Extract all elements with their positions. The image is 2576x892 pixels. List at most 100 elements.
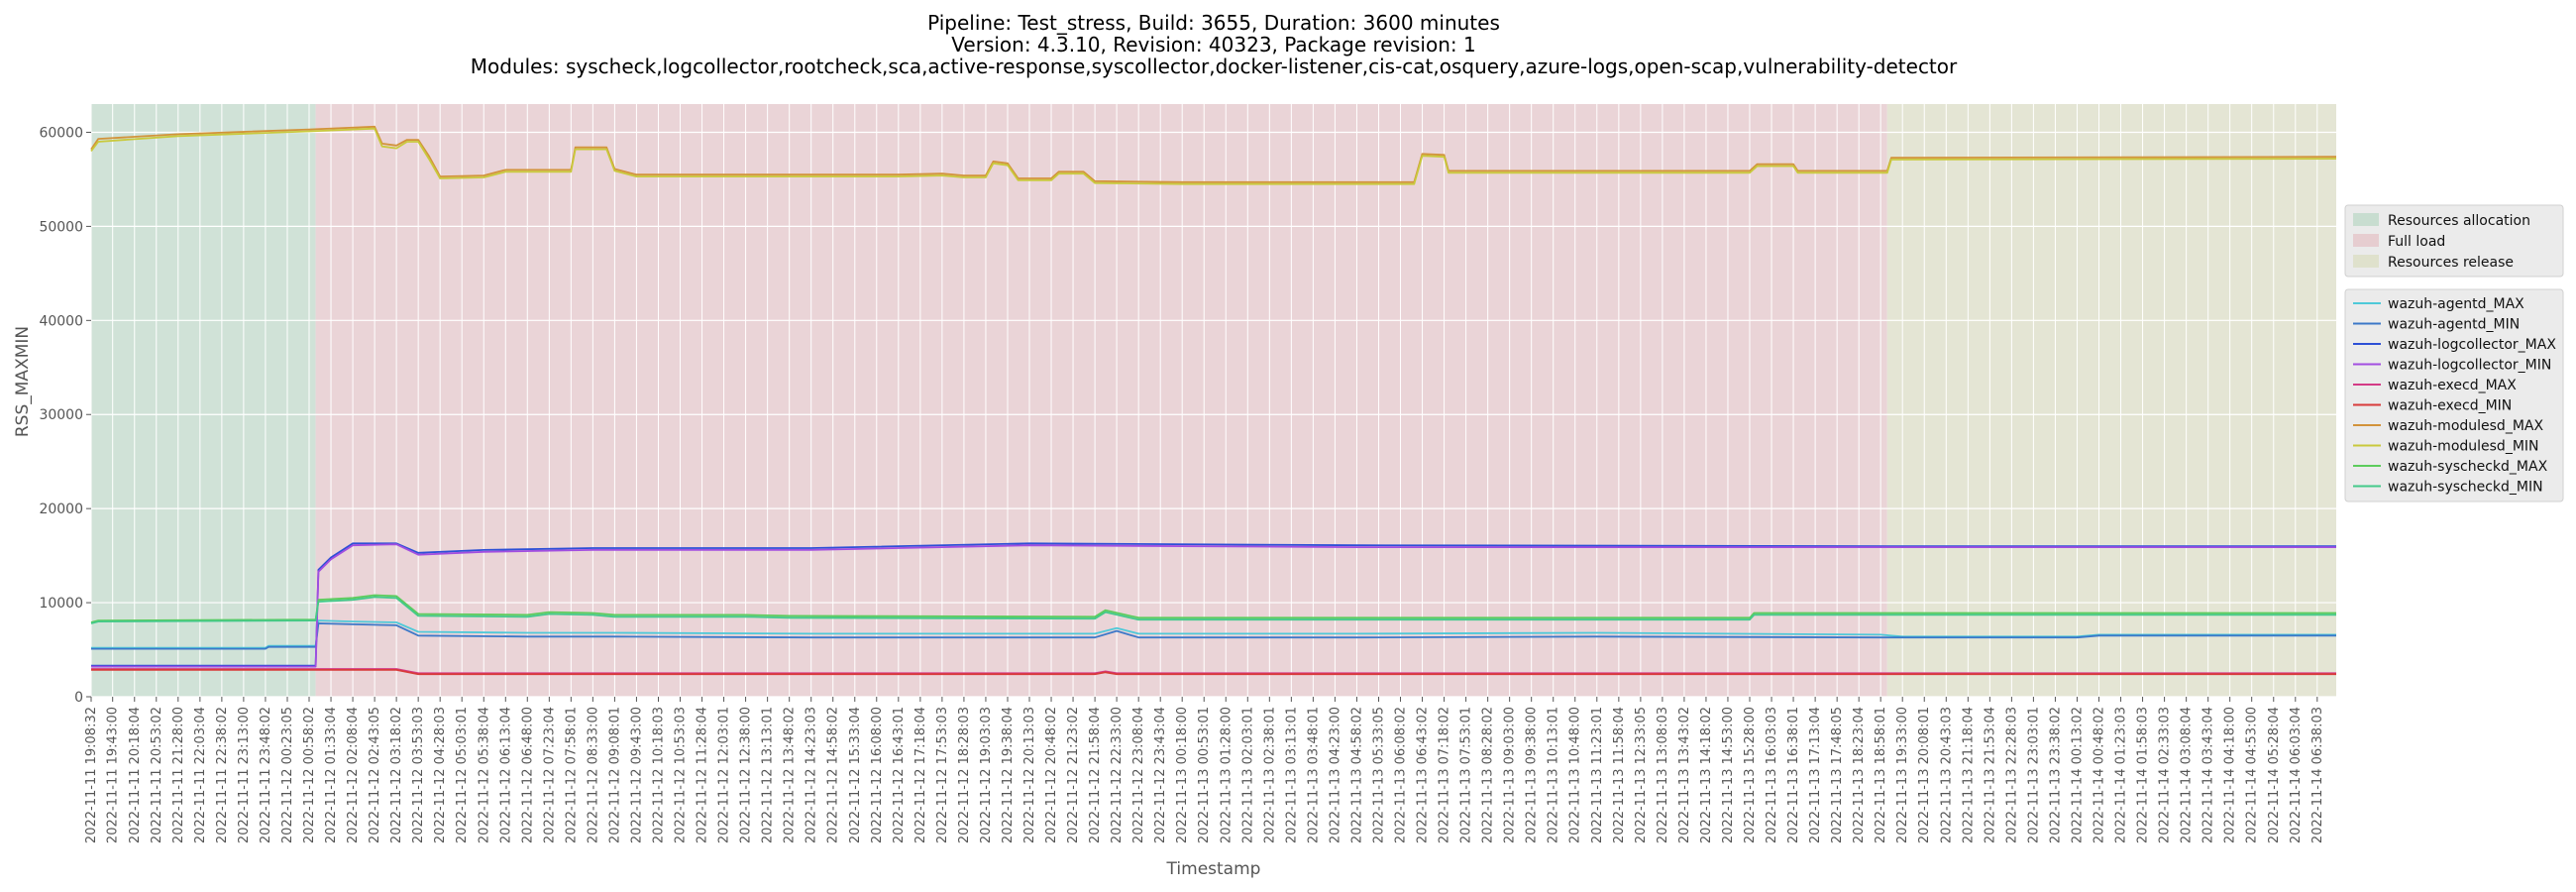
series-legend-label-5: wazuh-execd_MIN xyxy=(2388,398,2512,414)
title-line-3: Modules: syscheck,logcollector,rootcheck… xyxy=(471,55,1958,78)
series-line-7 xyxy=(90,127,2337,185)
series-line-2 xyxy=(91,542,2336,667)
x-tick-label-54: 2022-11-13 02:38:01 xyxy=(1262,707,1277,843)
x-tick-label-80: 2022-11-13 17:48:05 xyxy=(1830,707,1845,843)
series-legend-label-6: wazuh-modulesd_MAX xyxy=(2388,418,2543,434)
x-tick-label-28: 2022-11-12 11:28:04 xyxy=(696,707,710,843)
x-tick-label-70: 2022-11-13 11:58:04 xyxy=(1612,707,1627,843)
x-tick-label-49: 2022-11-12 23:43:04 xyxy=(1153,707,1168,843)
series-legend-label-9: wazuh-syscheckd_MIN xyxy=(2388,480,2543,496)
x-tick-label-33: 2022-11-12 14:23:03 xyxy=(805,707,819,843)
x-tick-label-29: 2022-11-12 12:03:01 xyxy=(717,707,732,843)
x-tick-label-68: 2022-11-13 10:48:00 xyxy=(1568,707,1583,843)
x-tick-label-27: 2022-11-12 10:53:03 xyxy=(674,707,689,843)
x-tick-label-47: 2022-11-12 22:33:00 xyxy=(1110,707,1125,843)
x-tick-label-86: 2022-11-13 21:18:04 xyxy=(1961,707,1976,843)
x-tick-label-13: 2022-11-12 02:43:05 xyxy=(368,707,382,843)
phase-legend-label-2: Resources release xyxy=(2388,255,2514,271)
x-tick-label-21: 2022-11-12 07:23:04 xyxy=(542,707,557,843)
phase-band-1 xyxy=(315,104,1887,697)
x-tick-label-67: 2022-11-13 10:13:01 xyxy=(1547,707,1561,843)
x-tick-label-39: 2022-11-12 17:53:03 xyxy=(935,707,950,843)
series-legend-label-8: wazuh-syscheckd_MAX xyxy=(2388,459,2548,475)
series-legend-label-2: wazuh-logcollector_MAX xyxy=(2388,337,2556,353)
x-tick-label-66: 2022-11-13 09:38:00 xyxy=(1525,707,1540,843)
x-tick-label-89: 2022-11-13 23:03:01 xyxy=(2026,707,2041,843)
x-tick-label-79: 2022-11-13 17:13:04 xyxy=(1808,707,1823,843)
phase-legend: Resources allocation Full load Resources r… xyxy=(2344,204,2564,278)
x-tick-label-56: 2022-11-13 03:48:01 xyxy=(1306,707,1321,843)
x-tick-label-91: 2022-11-14 00:13:02 xyxy=(2070,707,2085,843)
phase-legend-label-0: Resources allocation xyxy=(2388,213,2530,229)
x-tick-label-76: 2022-11-13 15:28:00 xyxy=(1743,707,1758,843)
chart-title: Pipeline: Test_stress, Build: 3655, Dura… xyxy=(471,11,1958,78)
x-tick-label-25: 2022-11-12 09:43:00 xyxy=(629,707,644,843)
x-tick-label-46: 2022-11-12 21:58:04 xyxy=(1088,707,1103,843)
x-tick-label-61: 2022-11-13 06:43:02 xyxy=(1416,707,1431,843)
series-line-1 xyxy=(91,622,2336,650)
y-tick-label-6: 60000 xyxy=(39,125,83,141)
x-tick-label-69: 2022-11-13 11:23:01 xyxy=(1590,707,1605,843)
x-tick-label-34: 2022-11-12 14:58:02 xyxy=(826,707,841,843)
x-tick-label-22: 2022-11-12 07:58:01 xyxy=(564,707,579,843)
x-axis-ticks: 2022-11-11 19:08:32 2022-11-11 19:43:00 20… xyxy=(84,697,2325,843)
x-tick-label-51: 2022-11-13 00:53:01 xyxy=(1197,707,1212,843)
y-tick-label-2: 20000 xyxy=(39,502,83,517)
series-line-5 xyxy=(91,669,2336,676)
x-tick-label-87: 2022-11-13 21:53:04 xyxy=(1983,707,1997,843)
x-tick-label-3: 2022-11-11 20:53:02 xyxy=(150,707,164,843)
x-tick-label-63: 2022-11-13 07:53:01 xyxy=(1459,707,1474,843)
x-tick-label-12: 2022-11-12 02:08:04 xyxy=(346,707,361,843)
x-tick-label-35: 2022-11-12 15:33:04 xyxy=(848,707,863,843)
x-tick-label-93: 2022-11-14 01:23:03 xyxy=(2114,707,2129,843)
x-tick-label-75: 2022-11-13 14:53:00 xyxy=(1721,707,1736,843)
x-tick-label-81: 2022-11-13 18:23:04 xyxy=(1852,707,1867,843)
series-line-8 xyxy=(90,594,2336,623)
x-tick-label-98: 2022-11-14 04:18:00 xyxy=(2223,707,2238,843)
x-tick-label-14: 2022-11-12 03:18:02 xyxy=(389,707,404,843)
y-axis-label: RSS_MAXMIN xyxy=(13,326,33,437)
x-tick-label-10: 2022-11-12 00:58:02 xyxy=(302,707,317,843)
x-tick-label-44: 2022-11-12 20:48:02 xyxy=(1044,707,1059,843)
x-tick-label-77: 2022-11-13 16:03:03 xyxy=(1765,707,1779,843)
x-tick-label-30: 2022-11-12 12:38:00 xyxy=(739,707,754,843)
phase-legend-swatch-2 xyxy=(2353,255,2379,268)
phase-band-0 xyxy=(91,104,316,697)
series-line-3 xyxy=(91,543,2336,668)
x-tick-label-53: 2022-11-13 02:03:01 xyxy=(1240,707,1255,843)
series-legend-box xyxy=(2344,288,2564,502)
x-tick-label-65: 2022-11-13 09:03:00 xyxy=(1503,707,1518,843)
x-tick-label-83: 2022-11-13 19:33:00 xyxy=(1895,707,1910,843)
series-legend: wazuh-agentd_MAX wazuh-agentd_MIN wazuh-lo… xyxy=(2344,288,2564,502)
phase-legend-box xyxy=(2344,204,2564,278)
x-tick-label-4: 2022-11-11 21:28:00 xyxy=(171,707,186,843)
title-line-1: Pipeline: Test_stress, Build: 3655, Dura… xyxy=(927,11,1500,35)
x-tick-label-72: 2022-11-13 13:08:03 xyxy=(1656,707,1670,843)
x-tick-label-97: 2022-11-14 03:43:04 xyxy=(2201,707,2216,843)
x-tick-label-2: 2022-11-11 20:18:04 xyxy=(128,707,143,843)
x-axis-label: Timestamp xyxy=(1166,859,1261,879)
x-tick-label-19: 2022-11-12 06:13:04 xyxy=(498,707,513,843)
y-tick-label-0: 0 xyxy=(74,690,83,706)
x-tick-label-73: 2022-11-13 13:43:02 xyxy=(1677,707,1692,843)
x-tick-label-101: 2022-11-14 06:03:04 xyxy=(2289,707,2304,843)
x-tick-label-84: 2022-11-13 20:08:01 xyxy=(1917,707,1932,843)
x-tick-label-45: 2022-11-12 21:23:02 xyxy=(1066,707,1081,843)
x-tick-label-52: 2022-11-13 01:28:00 xyxy=(1219,707,1234,843)
x-tick-label-60: 2022-11-13 06:08:02 xyxy=(1394,707,1409,843)
grid-lines xyxy=(90,104,2336,698)
x-tick-label-7: 2022-11-11 23:13:00 xyxy=(237,707,252,843)
x-tick-label-55: 2022-11-13 03:13:01 xyxy=(1284,707,1299,843)
x-tick-label-50: 2022-11-13 00:18:00 xyxy=(1175,707,1190,843)
y-axis-ticks: 0 10000 20000 30000 40000 50000 60000 xyxy=(39,125,91,706)
x-tick-label-32: 2022-11-12 13:48:02 xyxy=(783,707,798,843)
x-tick-label-20: 2022-11-12 06:48:00 xyxy=(520,707,535,843)
x-tick-label-102: 2022-11-14 06:38:03 xyxy=(2310,707,2325,843)
phase-band-2 xyxy=(1886,104,2336,697)
x-tick-label-26: 2022-11-12 10:18:03 xyxy=(651,707,666,843)
series-line-9 xyxy=(90,596,2336,624)
x-tick-label-95: 2022-11-14 02:33:03 xyxy=(2158,707,2173,843)
series-legend-label-1: wazuh-agentd_MIN xyxy=(2388,317,2520,333)
x-tick-label-99: 2022-11-14 04:53:00 xyxy=(2245,707,2260,843)
x-tick-label-57: 2022-11-13 04:23:00 xyxy=(1328,707,1342,843)
